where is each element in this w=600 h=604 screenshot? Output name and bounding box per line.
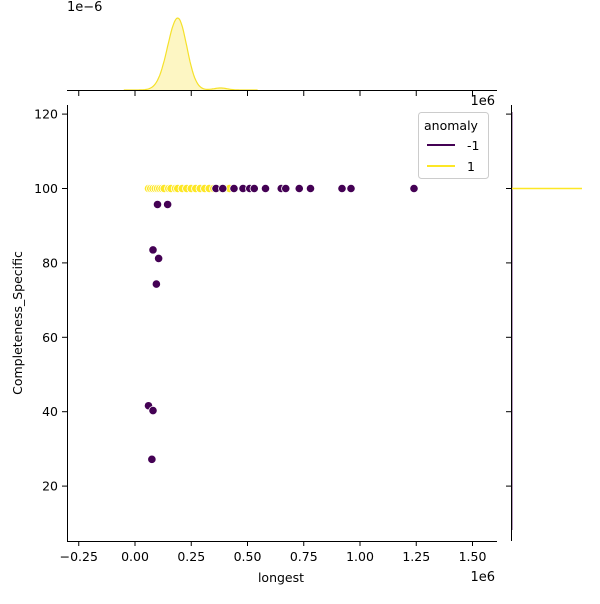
legend-title: anomaly [424, 118, 479, 133]
y-tick-label: 40 [42, 404, 58, 419]
right-marginal-scale-label: 1e6 [470, 94, 495, 109]
x-tick-label: 1.00 [346, 549, 374, 564]
data-point [154, 253, 164, 264]
y-tick-label: 80 [42, 255, 58, 270]
data-point [281, 183, 291, 194]
x-axis-label: longest [258, 570, 304, 585]
y-tick-label: 120 [34, 107, 58, 122]
kde-fill-anomaly-1 [123, 18, 258, 90]
y-tick-label: 20 [42, 479, 58, 494]
data-point [147, 454, 157, 464]
y-axis-ticks: 20 40 60 80 100 120 [34, 107, 67, 494]
y-tick-label: 100 [34, 181, 58, 196]
legend: anomaly -1 1 [418, 112, 489, 179]
data-point [409, 183, 419, 194]
right-marginal-kde [506, 105, 582, 541]
right-marginal-ticks [506, 113, 511, 487]
data-point [229, 183, 239, 194]
y-axis-label: Completeness_Specific [10, 251, 25, 395]
y-tick-label: 60 [42, 330, 58, 345]
data-point [346, 183, 356, 194]
scatter-points [143, 183, 419, 464]
x-tick-label: 0.75 [290, 549, 318, 564]
legend-label-neg1: -1 [467, 138, 479, 153]
main-axes: −0.25 0.00 0.25 0.50 0.75 1.00 1.25 1.50 20 40 60… [10, 105, 497, 585]
data-point [260, 183, 271, 194]
legend-label-1: 1 [467, 159, 475, 174]
data-point [148, 405, 158, 416]
top-marginal-scale-label: 1e−6 [67, 0, 102, 15]
data-point [218, 183, 228, 194]
kde-line-anomaly-1 [123, 17, 258, 91]
data-point [152, 199, 163, 210]
x-tick-label: 0.25 [177, 549, 205, 564]
data-point [148, 245, 158, 255]
x-tick-label: −0.25 [60, 549, 98, 564]
x-scale-label: 1e6 [470, 570, 495, 585]
data-point [305, 183, 316, 194]
x-tick-label: 0.50 [234, 549, 262, 564]
x-tick-label: 1.25 [402, 549, 430, 564]
data-point [163, 199, 173, 210]
data-point [337, 183, 347, 194]
data-point [151, 279, 161, 289]
top-marginal-ticks [78, 91, 473, 96]
x-axis-ticks: −0.25 0.00 0.25 0.50 0.75 1.00 1.25 1.50 [60, 541, 487, 564]
top-marginal-kde: 1e−6 1e6 [67, 0, 497, 109]
data-point [294, 183, 304, 194]
x-tick-label: 0.00 [121, 549, 149, 564]
data-point [249, 183, 259, 194]
x-tick-label: 1.50 [459, 549, 487, 564]
